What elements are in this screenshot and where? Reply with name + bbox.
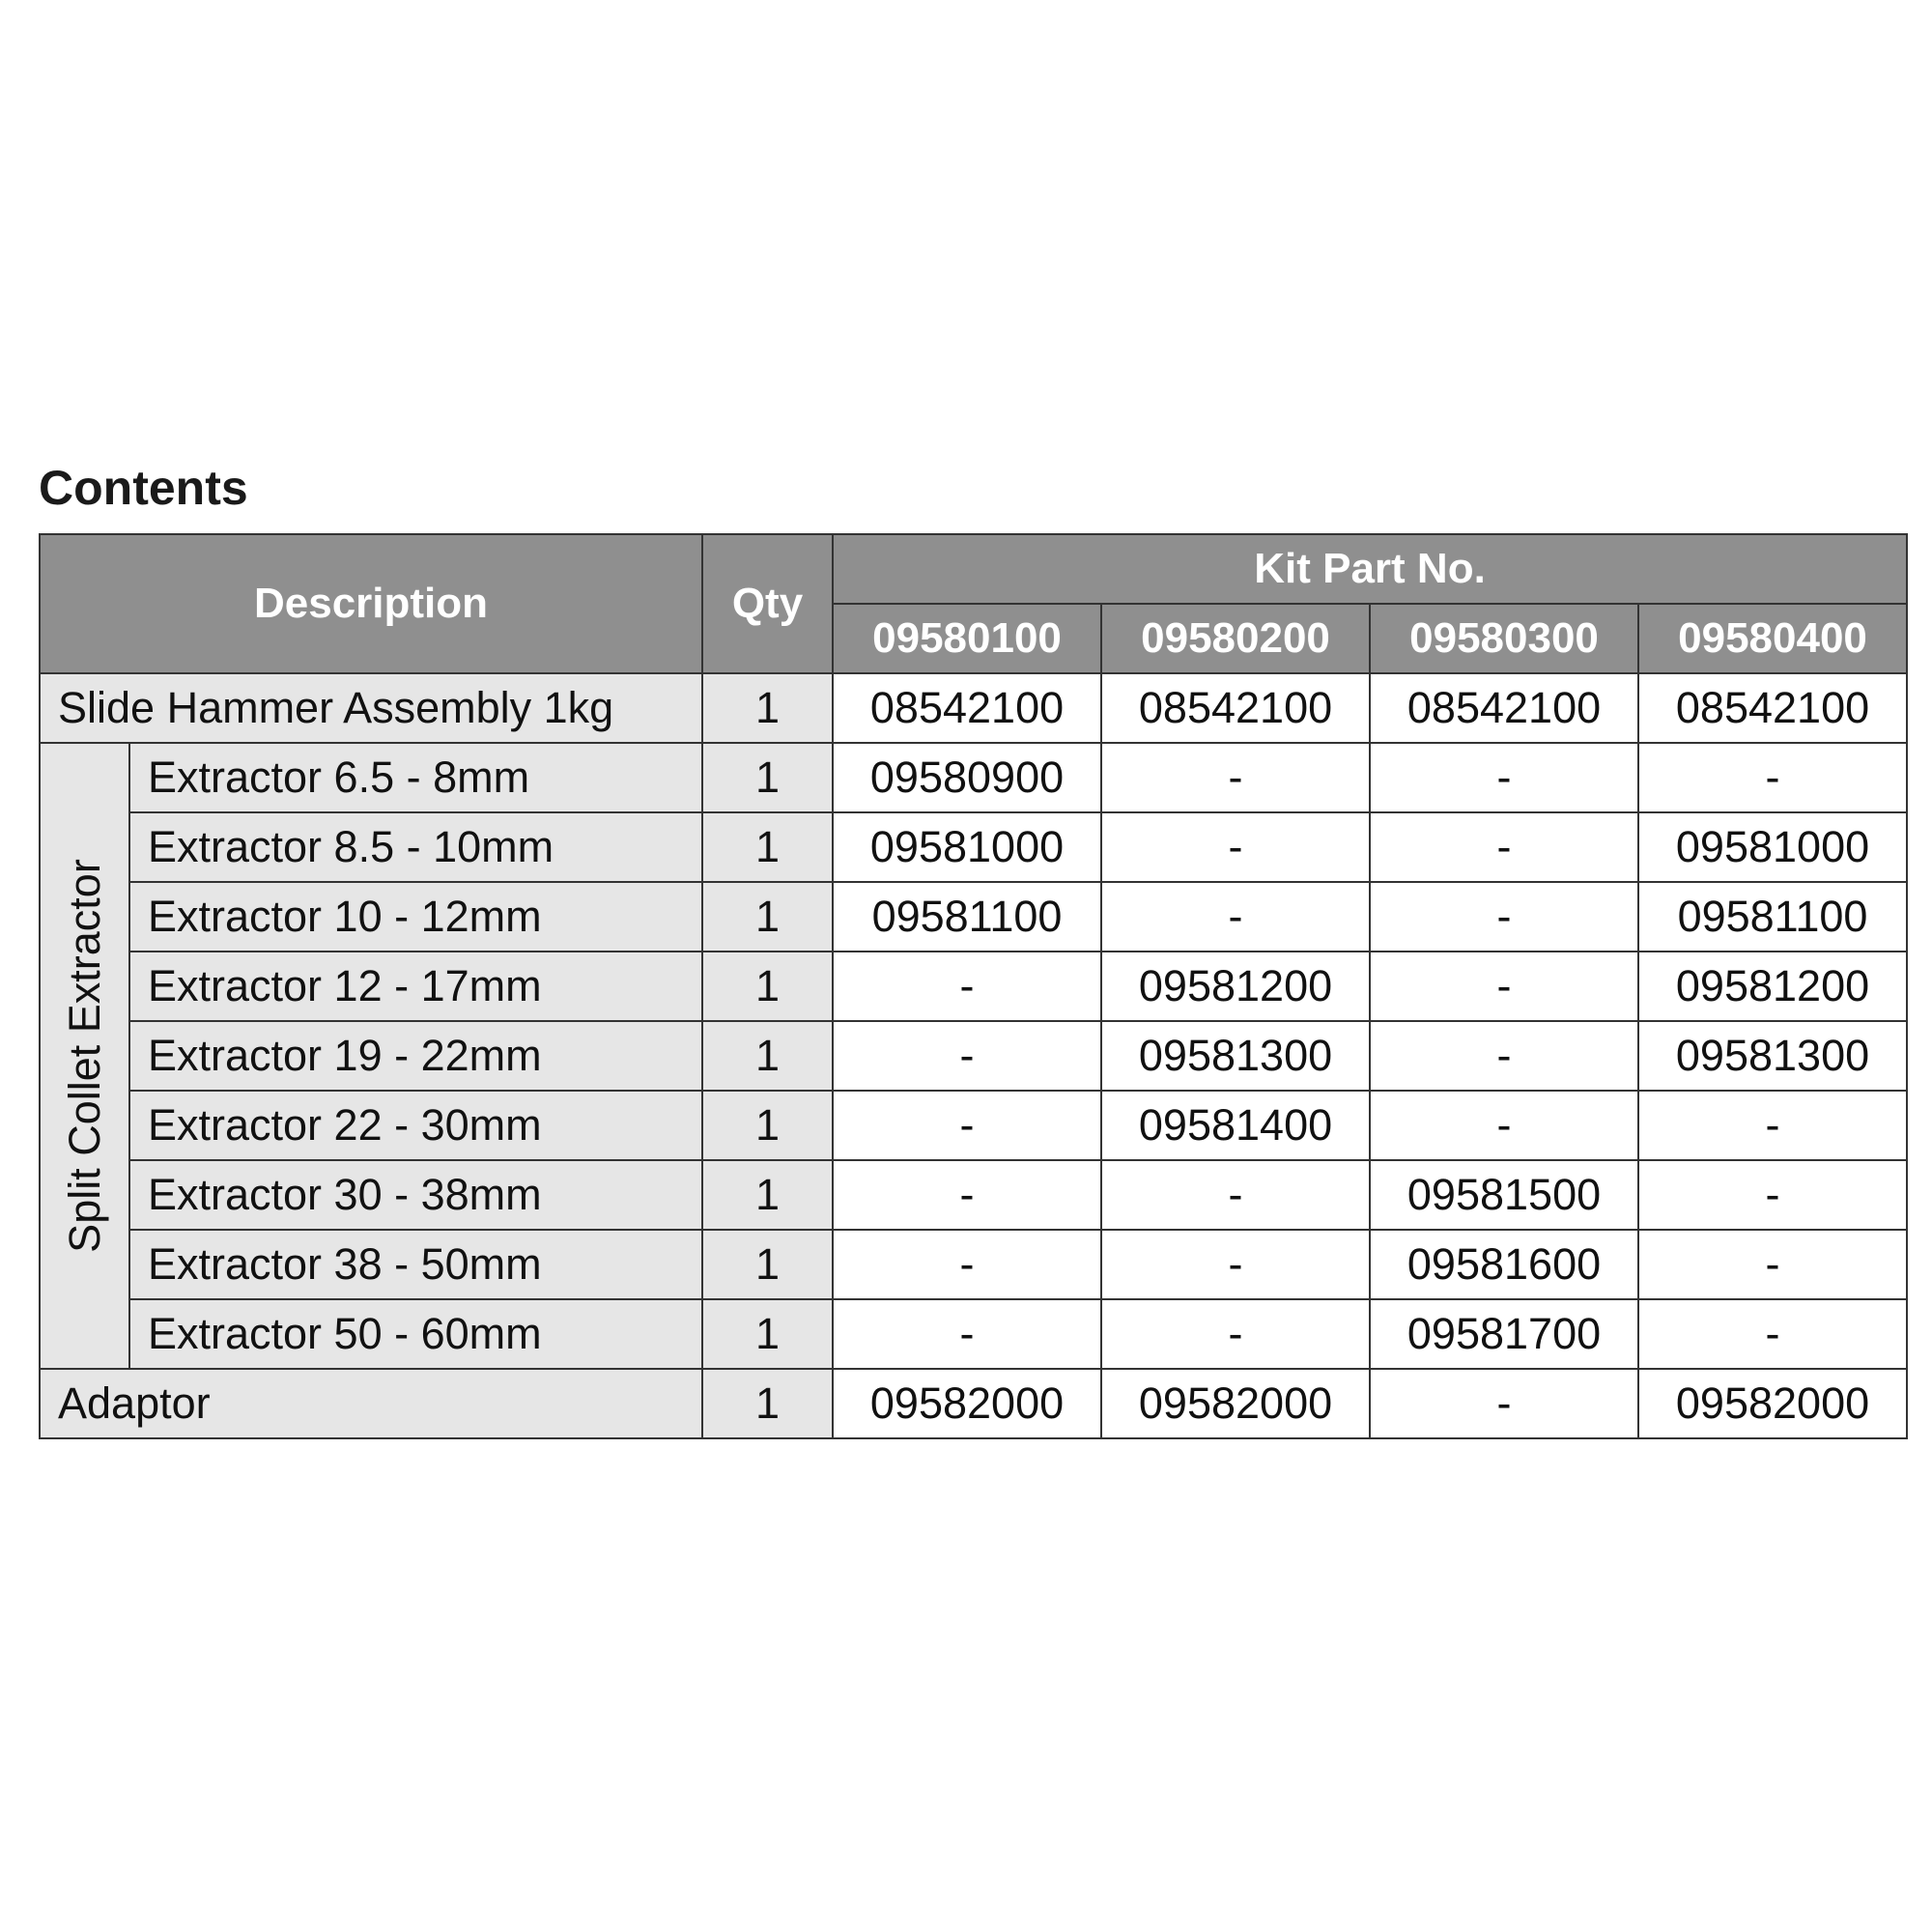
- part-number-cell: 09581400: [1100, 1090, 1372, 1161]
- part-number-cell: -: [1100, 811, 1372, 883]
- part-number-cell: -: [1637, 1090, 1909, 1161]
- description-cell: Slide Hammer Assembly 1kg: [38, 672, 704, 744]
- qty-cell: 1: [701, 881, 835, 952]
- qty-cell: 1: [701, 951, 835, 1022]
- part-number-cell: 08542100: [1100, 672, 1372, 744]
- contents-table: Description Qty Kit Part No. 09580100 09…: [38, 533, 1909, 1439]
- table-row: Extractor 8.5 - 10mm 1 09581000- -09581000: [40, 811, 1909, 883]
- part-number-cell: 09582000: [1100, 1368, 1372, 1439]
- part-number-cell: -: [1100, 742, 1372, 813]
- description-cell: Extractor 19 - 22mm: [128, 1020, 704, 1092]
- table-row: Extractor 22 - 30mm 1-09581400- -: [40, 1090, 1909, 1161]
- part-number-cell: -: [832, 1090, 1103, 1161]
- description-cell: Extractor 10 - 12mm: [128, 881, 704, 952]
- table-row: Extractor 19 - 22mm 1-09581300-09581300: [40, 1020, 1909, 1092]
- qty-cell: 1: [701, 811, 835, 883]
- description-cell: Extractor 30 - 38mm: [128, 1159, 704, 1231]
- qty-cell: 1: [701, 742, 835, 813]
- table-row: Slide Hammer Assembly 1kg 1 08542100 085421…: [38, 672, 1909, 744]
- part-number-cell: -: [1637, 1229, 1909, 1300]
- part-number-cell: -: [832, 1159, 1103, 1231]
- header-description: Description: [38, 533, 704, 674]
- part-number-cell: -: [832, 1229, 1103, 1300]
- table-row: Adaptor 1 09582000 09582000-09582000: [38, 1368, 1909, 1439]
- part-number-cell: 09582000: [1637, 1368, 1909, 1439]
- qty-cell: 1: [701, 1368, 835, 1439]
- part-number-cell: -: [1100, 1298, 1372, 1370]
- description-cell: Extractor 6.5 - 8mm: [128, 742, 704, 813]
- part-number-cell: 08542100: [832, 672, 1103, 744]
- part-number-cell: -: [1637, 1298, 1909, 1370]
- part-number-cell: -: [1100, 1229, 1372, 1300]
- page-title: Contents: [39, 461, 248, 515]
- table-row: Extractor 38 - 50mm 1- -09581600-: [40, 1229, 1909, 1300]
- qty-cell: 1: [701, 672, 835, 744]
- part-number-cell: 09581000: [1637, 811, 1909, 883]
- header-kit-part-no: Kit Part No.: [832, 533, 1909, 605]
- part-number-cell: 09581100: [832, 881, 1103, 952]
- part-number-cell: 09581000: [832, 811, 1103, 883]
- table-row: Split Collet Extractor Extractor 6.5 - 8m…: [39, 742, 1909, 1370]
- description-cell: Extractor 22 - 30mm: [128, 1090, 704, 1161]
- qty-cell: 1: [701, 1229, 835, 1300]
- part-number-cell: 09581300: [1637, 1020, 1909, 1092]
- part-number-cell: -: [832, 951, 1103, 1022]
- part-number-cell: 09581200: [1100, 951, 1372, 1022]
- part-number-cell: -: [1369, 1368, 1640, 1439]
- description-cell: Extractor 12 - 17mm: [128, 951, 704, 1022]
- part-number-cell: -: [1369, 742, 1640, 813]
- table-row: Extractor 30 - 38mm 1- -09581500-: [40, 1159, 1909, 1231]
- table-row: Extractor 10 - 12mm 1 09581100- -09581100: [40, 881, 1909, 952]
- table-row: Extractor 50 - 60mm 1- -09581700-: [40, 1298, 1909, 1370]
- description-cell: Extractor 50 - 60mm: [128, 1298, 704, 1370]
- qty-cell: 1: [701, 1159, 835, 1231]
- part-number-cell: -: [832, 1020, 1103, 1092]
- part-number-cell: 08542100: [1369, 672, 1640, 744]
- part-number-cell: 09582000: [832, 1368, 1103, 1439]
- header-kit: 09580400: [1637, 603, 1909, 674]
- part-number-cell: -: [1369, 811, 1640, 883]
- qty-cell: 1: [701, 1298, 835, 1370]
- part-number-cell: 09581300: [1100, 1020, 1372, 1092]
- part-number-cell: 09581200: [1637, 951, 1909, 1022]
- header-kit: 09580100: [832, 603, 1103, 674]
- part-number-cell: 09581500: [1369, 1159, 1640, 1231]
- part-number-cell: -: [832, 1298, 1103, 1370]
- part-number-cell: -: [1100, 881, 1372, 952]
- part-number-cell: 09580900: [832, 742, 1103, 813]
- part-number-cell: -: [1637, 742, 1909, 813]
- description-cell: Extractor 38 - 50mm: [128, 1229, 704, 1300]
- part-number-cell: -: [1369, 951, 1640, 1022]
- table-row: Extractor 12 - 17mm 1-09581200-09581200: [40, 951, 1909, 1022]
- group-cell: Split Collet Extractor: [39, 742, 130, 1370]
- part-number-cell: 09581600: [1369, 1229, 1640, 1300]
- part-number-cell: -: [1369, 1090, 1640, 1161]
- description-cell: Extractor 8.5 - 10mm: [128, 811, 704, 883]
- part-number-cell: -: [1100, 1159, 1372, 1231]
- qty-cell: 1: [701, 1090, 835, 1161]
- part-number-cell: -: [1369, 1020, 1640, 1092]
- group-label: Split Collet Extractor: [59, 859, 109, 1253]
- part-number-cell: -: [1637, 1159, 1909, 1231]
- description-cell: Adaptor: [38, 1368, 704, 1439]
- part-number-cell: 08542100: [1637, 672, 1909, 744]
- header-kit: 09580200: [1100, 603, 1372, 674]
- header-qty: Qty: [701, 533, 835, 674]
- qty-cell: 1: [701, 1020, 835, 1092]
- part-number-cell: -: [1369, 881, 1640, 952]
- header-kit: 09580300: [1369, 603, 1640, 674]
- part-number-cell: 09581100: [1637, 881, 1909, 952]
- part-number-cell: 09581700: [1369, 1298, 1640, 1370]
